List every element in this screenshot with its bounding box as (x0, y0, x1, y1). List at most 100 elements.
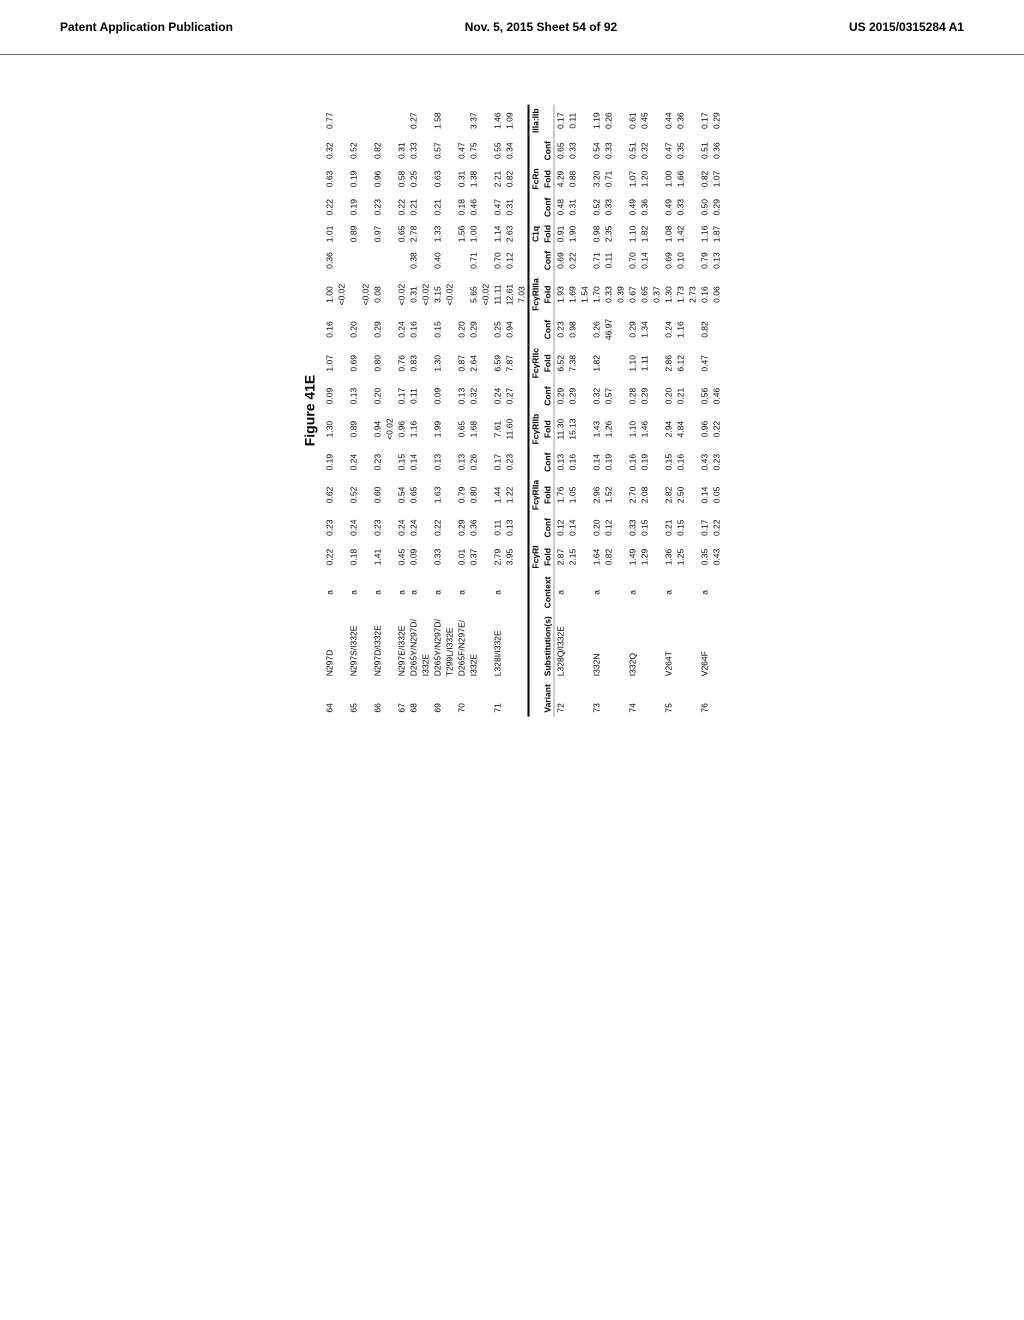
substitution-cell: V264F (699, 612, 711, 680)
value-cell: 0.22 (711, 410, 723, 449)
context-cell (615, 573, 627, 613)
value-cell: 3.37 (468, 104, 480, 137)
value-cell: 0.14 (408, 448, 420, 475)
value-cell (615, 164, 627, 193)
value-cell: 0.51 (627, 137, 639, 164)
value-cell (384, 221, 396, 247)
value-cell: 1.82 (639, 221, 651, 247)
value-cell: 0.43 (711, 541, 723, 572)
value-cell: 1.56 (456, 221, 468, 247)
value-cell: 0.33 (627, 514, 639, 541)
group-header-cell: C1q (529, 221, 542, 247)
col-header-cell: Substitution(s) (542, 612, 555, 680)
context-cell: a (348, 573, 360, 613)
value-cell: 0.77 (324, 104, 336, 137)
variant-cell (468, 680, 480, 716)
value-cell: 0.48 (554, 194, 567, 221)
value-cell: 0.52 (348, 137, 360, 164)
value-cell: 1.14 (492, 221, 504, 247)
context-cell (444, 573, 456, 613)
value-cell: 7.61 (492, 410, 504, 449)
value-cell (579, 137, 591, 164)
value-cell: 0.13 (711, 247, 723, 274)
value-cell: 0.23 (372, 448, 384, 475)
value-cell: 0.12 (504, 247, 516, 274)
value-cell: 0.31 (504, 194, 516, 221)
value-cell (444, 382, 456, 409)
value-cell: 1.82 (591, 344, 603, 382)
value-cell: 0.45 (639, 104, 651, 137)
value-cell: 4.29 (554, 164, 567, 193)
value-cell (420, 541, 432, 572)
value-cell (348, 104, 360, 137)
col-header-cell: Context (542, 573, 555, 613)
value-cell (615, 344, 627, 382)
variant-cell (384, 680, 396, 716)
value-cell: 0.17 (396, 382, 408, 409)
value-cell (420, 164, 432, 193)
value-cell: 0.98 (591, 221, 603, 247)
value-cell: 1.09 (504, 104, 516, 137)
value-cell: 1.46 (492, 104, 504, 137)
value-cell (420, 476, 432, 514)
value-cell: 1.16 (675, 315, 687, 344)
value-cell: 0.13 (432, 448, 444, 475)
group-header-cell: FcRn (529, 164, 542, 193)
value-cell (420, 194, 432, 221)
variant-cell: 70 (456, 680, 468, 716)
value-cell (615, 315, 627, 344)
value-cell: 0.20 (591, 514, 603, 541)
variant-cell: 74 (627, 680, 639, 716)
value-cell: 0.63 (432, 164, 444, 193)
variant-cell (567, 680, 579, 716)
value-cell: 0.19 (324, 448, 336, 475)
value-cell: 0.23 (504, 448, 516, 475)
value-cell (480, 104, 492, 137)
data-table: 64N297Da0.220.230.620.191.300.091.070.16… (324, 104, 723, 716)
context-cell (651, 573, 663, 613)
value-cell (384, 514, 396, 541)
value-cell (579, 382, 591, 409)
value-cell: 0.23 (554, 315, 567, 344)
substitution-cell: N297E/I332E (396, 612, 408, 680)
fold-conf-cell: Conf (542, 137, 555, 164)
hdr-right: US 2015/0315284 A1 (849, 20, 964, 34)
group-header-cell: FcγRIIa (529, 476, 542, 514)
table-row: 75V264Ta1.360.212.820.152.940.202.860.24… (663, 104, 675, 716)
value-cell: 0.22 (324, 194, 336, 221)
value-cell: 0.36 (711, 137, 723, 164)
variant-cell (480, 680, 492, 716)
value-cell: 0.94 (504, 315, 516, 344)
group-header-cell (529, 247, 542, 274)
variant-cell (711, 680, 723, 716)
value-cell: 0.14 (699, 476, 711, 514)
value-cell: 0.13 (554, 448, 567, 475)
value-cell: 0.34 (504, 137, 516, 164)
value-cell: 0.23 (711, 448, 723, 475)
value-cell: 0.32 (468, 382, 480, 409)
value-cell (336, 104, 348, 137)
value-cell: 1.73 (675, 274, 687, 315)
value-cell: 2.79 (492, 541, 504, 572)
value-cell: 0.14 (591, 448, 603, 475)
context-cell (711, 573, 723, 613)
value-cell: 0.89 (348, 410, 360, 449)
figure-wrap: Figure 41E 64N297Da0.220.230.620.191.300… (302, 104, 723, 716)
value-cell: 46.97 (603, 315, 615, 344)
substitution-cell (615, 612, 627, 680)
table-row: 68D265Y/N297D/a0.090.240.650.141.160.110… (408, 104, 420, 716)
value-cell: 0.19 (603, 448, 615, 475)
value-cell: 2.15 (567, 541, 579, 572)
value-cell: 2.08 (639, 476, 651, 514)
value-cell: 0.14 (639, 247, 651, 274)
value-cell: 0.23 (372, 194, 384, 221)
context-cell: a (456, 573, 468, 613)
fold-conf-cell: Fold (542, 221, 555, 247)
fold-conf-cell: Conf (542, 247, 555, 274)
value-cell: 0.15 (675, 514, 687, 541)
value-cell (384, 137, 396, 164)
value-cell (372, 104, 384, 137)
value-cell: 0.71 (591, 247, 603, 274)
value-cell (384, 104, 396, 137)
value-cell (651, 344, 663, 382)
